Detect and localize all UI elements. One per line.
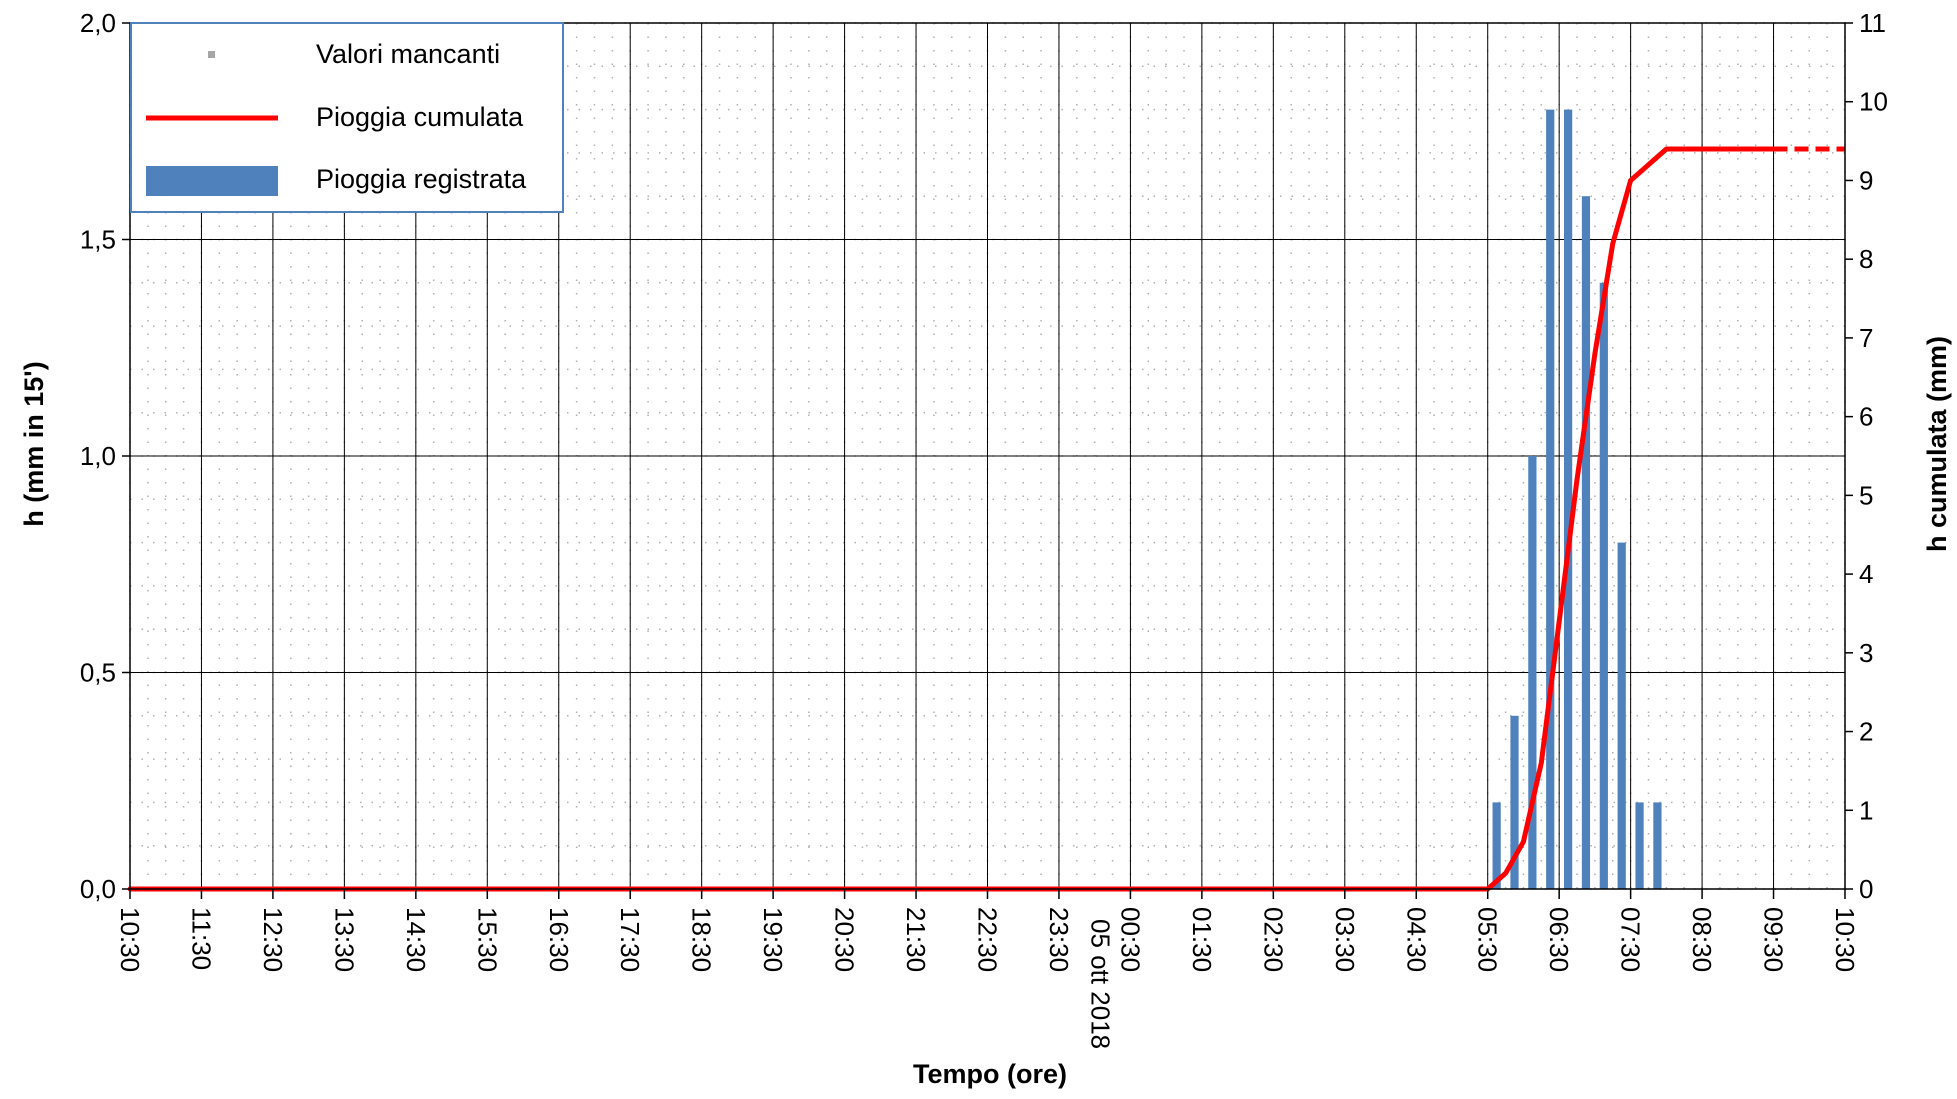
y-right-tick-label: 3 — [1859, 638, 1873, 668]
rain-bar — [1653, 802, 1662, 889]
rain-bar — [1492, 802, 1501, 889]
x-tick-label: 05:30 — [1473, 907, 1503, 972]
rain-bar — [1617, 542, 1626, 889]
x-tick-label: 10:30 — [1830, 907, 1860, 972]
x-date-label: 05 ott 2018 — [1085, 919, 1115, 1049]
x-tick-label: 23:30 — [1044, 907, 1074, 972]
x-tick-label: 16:30 — [544, 907, 574, 972]
x-tick-label: 00:30 — [1115, 907, 1145, 972]
legend-label-recorded: Pioggia registrata — [316, 164, 527, 194]
y-right-tick-label: 9 — [1859, 165, 1873, 195]
y-right-tick-label: 6 — [1859, 402, 1873, 432]
rain-bar — [1563, 109, 1573, 890]
x-tick-label: 19:30 — [758, 907, 788, 972]
y-right-tick-label: 1 — [1859, 795, 1873, 825]
bars-layer — [1492, 109, 1662, 890]
y-right-tick-label: 11 — [1859, 8, 1886, 38]
legend: Valori mancanti Pioggia cumulata Pioggia… — [130, 22, 564, 213]
x-tick-label: 03:30 — [1330, 907, 1360, 972]
rain-bar — [1599, 282, 1608, 889]
y-axis-right-title: h cumulata (mm) — [1922, 336, 1952, 552]
x-tick-label: 12:30 — [258, 907, 288, 972]
x-tick-label: 13:30 — [329, 907, 359, 972]
rain-bar — [1581, 196, 1591, 889]
legend-label-cumulative: Pioggia cumulata — [316, 102, 524, 132]
x-tick-label: 07:30 — [1616, 907, 1646, 972]
x-tick-label: 04:30 — [1401, 907, 1431, 972]
y-right-tick-label: 4 — [1859, 559, 1873, 589]
x-tick-label: 11:30 — [187, 907, 217, 970]
x-tick-label: 20:30 — [830, 907, 860, 972]
y-left-tick-label: 0,5 — [80, 658, 116, 688]
y-right-tick-label: 7 — [1859, 323, 1873, 353]
cumulative-rain-line — [127, 146, 1776, 892]
x-tick-label: 22:30 — [973, 907, 1003, 972]
x-tick-label: 18:30 — [687, 907, 717, 972]
x-tick-label: 01:30 — [1187, 907, 1217, 972]
legend-missing-marker — [208, 51, 215, 58]
y-axis-left-title: h (mm in 15') — [19, 361, 49, 526]
grid-layer — [129, 22, 1846, 890]
x-tick-label: 17:30 — [615, 907, 645, 972]
y-right-tick-label: 8 — [1859, 244, 1873, 274]
rain-bar — [1546, 109, 1555, 890]
line-layer — [127, 146, 1845, 892]
y-left-tick-label: 1,5 — [80, 225, 116, 255]
y-right-tick-label: 5 — [1859, 480, 1873, 510]
rain-bar — [1528, 456, 1537, 889]
y-right-tick-label: 0 — [1859, 874, 1873, 904]
x-axis-title: Tempo (ore) — [913, 1059, 1067, 1089]
x-tick-label: 15:30 — [472, 907, 502, 972]
y-right-tick-label: 10 — [1859, 87, 1888, 117]
x-tick-label: 06:30 — [1544, 907, 1574, 972]
rain-bar — [1510, 715, 1519, 889]
x-tick-label: 14:30 — [401, 907, 431, 972]
legend-label-missing: Valori mancanti — [316, 39, 500, 69]
x-tick-label: 08:30 — [1687, 907, 1717, 972]
ticks-layer: 0,0 0,5 1,0 1,5 2,0 0 1 2 3 4 5 6 7 8 9 10 11 10:30 11:30 1… — [80, 8, 1888, 1049]
x-tick-label: 21:30 — [901, 907, 931, 972]
legend-recorded-bar — [146, 166, 278, 196]
y-left-tick-label: 2,0 — [80, 8, 116, 38]
x-tick-label: 09:30 — [1759, 907, 1789, 972]
x-tick-label: 02:30 — [1258, 907, 1288, 972]
y-right-tick-label: 2 — [1859, 717, 1873, 747]
y-left-tick-label: 1,0 — [80, 441, 116, 471]
x-tick-label: 10:30 — [115, 907, 145, 972]
rain-bar — [1635, 802, 1644, 889]
y-left-tick-label: 0,0 — [80, 874, 116, 904]
